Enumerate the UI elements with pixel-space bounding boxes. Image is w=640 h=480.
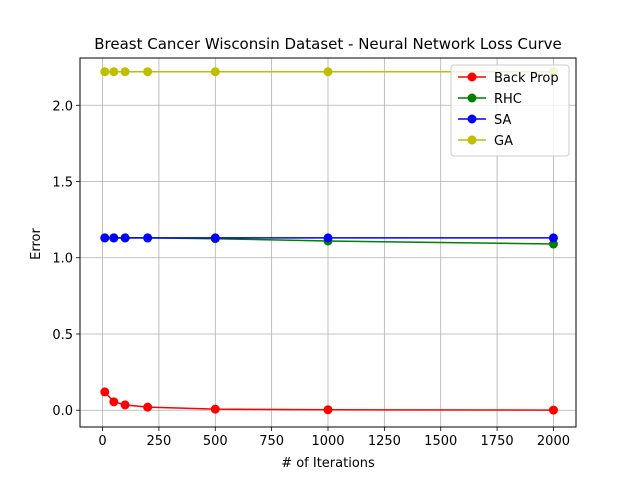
legend-marker-sa [467,114,477,124]
legend-marker-ga [467,135,477,145]
data-point-sa [548,233,558,243]
y-tick-label: 1.5 [52,176,73,191]
data-point-sa [210,233,220,243]
legend-box [450,64,570,157]
data-point-back-prop [100,387,110,397]
data-point-sa [100,233,110,243]
x-tick-label: 1750 [481,434,514,449]
data-point-back-prop [323,405,333,415]
data-point-back-prop [109,397,119,407]
series-group [100,67,558,415]
y-tick-label: 0.0 [52,404,73,419]
data-point-back-prop [120,400,130,410]
x-tick-label: 500 [203,434,228,449]
data-point-ga [100,67,110,77]
y-tick-label: 0.5 [52,328,73,343]
data-point-sa [323,233,333,243]
data-point-back-prop [210,404,220,414]
x-tick-label: 1500 [424,434,457,449]
legend: Back Prop RHC SA GA [450,64,570,157]
data-point-sa [109,233,119,243]
x-tick-label: 1000 [311,434,344,449]
data-point-sa [143,233,153,243]
chart-title: Breast Cancer Wisconsin Dataset - Neural… [94,35,562,53]
data-point-ga [143,67,153,77]
x-tick-label: 2000 [537,434,570,449]
data-point-ga [109,67,119,77]
legend-label-rhc: RHC [494,92,522,107]
legend-label-back-prop: Back Prop [494,71,559,86]
x-tick-label: 750 [259,434,284,449]
data-point-sa [120,233,130,243]
legend-marker-rhc [467,93,477,103]
axis-ticks: 0 250 500 750 1000 1250 1500 1750 2000 0.0 0.5 1.0 1… [52,99,570,449]
data-point-ga [210,67,220,77]
legend-marker-back-prop [467,72,477,82]
legend-label-ga: GA [494,134,513,149]
data-point-back-prop [143,402,153,412]
legend-label-sa: SA [494,113,511,128]
y-axis-label: Error [29,228,44,260]
y-tick-label: 1.0 [52,252,73,267]
data-point-ga [323,67,333,77]
y-tick-label: 2.0 [52,99,73,114]
x-tick-label: 0 [98,434,106,449]
data-point-back-prop [548,405,558,415]
data-point-ga [120,67,130,77]
x-tick-label: 1250 [368,434,401,449]
x-axis-label: # of Iterations [281,456,375,471]
x-tick-label: 250 [146,434,171,449]
